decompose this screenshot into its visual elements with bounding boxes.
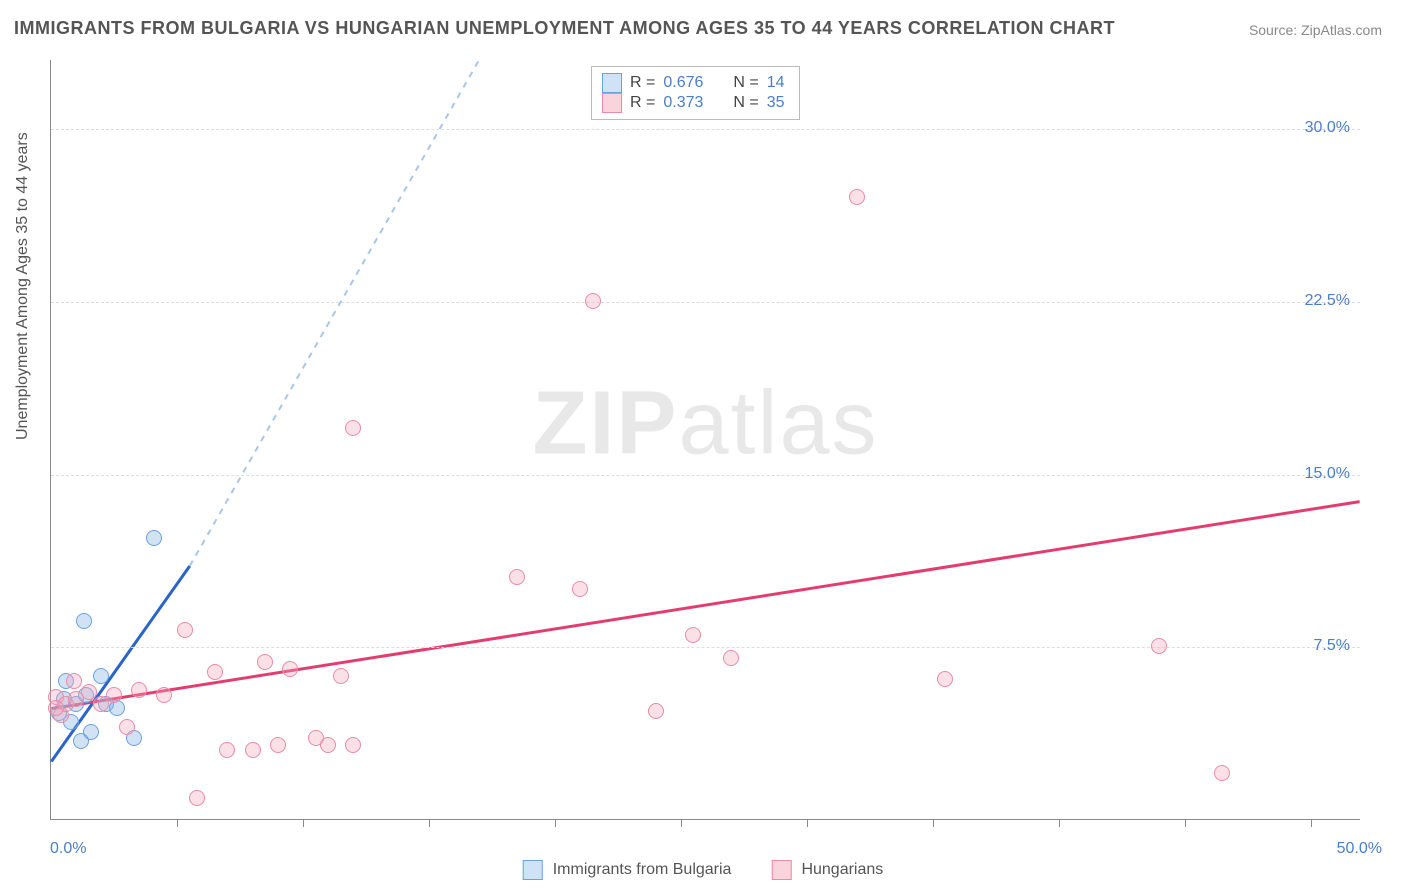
data-point bbox=[937, 671, 953, 687]
x-tick bbox=[177, 819, 178, 827]
data-point bbox=[146, 530, 162, 546]
data-point bbox=[83, 724, 99, 740]
legend-row: R = 0.373 N = 35 bbox=[602, 93, 785, 113]
data-point bbox=[131, 682, 147, 698]
data-point bbox=[685, 627, 701, 643]
data-point bbox=[93, 668, 109, 684]
data-point bbox=[207, 664, 223, 680]
r-label: R = bbox=[630, 94, 655, 112]
n-value: 35 bbox=[767, 94, 785, 112]
legend-swatch bbox=[771, 860, 791, 880]
legend-row: R = 0.676 N = 14 bbox=[602, 73, 785, 93]
y-tick-label: 7.5% bbox=[1314, 637, 1350, 655]
r-value: 0.373 bbox=[663, 94, 703, 112]
n-value: 14 bbox=[767, 74, 785, 92]
correlation-legend: R = 0.676 N = 14 R = 0.373 N = 35 bbox=[591, 66, 800, 120]
data-point bbox=[156, 687, 172, 703]
x-tick bbox=[681, 819, 682, 827]
data-point bbox=[1151, 638, 1167, 654]
data-point bbox=[270, 737, 286, 753]
data-point bbox=[585, 293, 601, 309]
gridline bbox=[51, 302, 1360, 303]
r-label: R = bbox=[630, 74, 655, 92]
trend-lines bbox=[51, 60, 1360, 819]
legend-swatch bbox=[602, 73, 622, 93]
data-point bbox=[177, 622, 193, 638]
x-tick bbox=[933, 819, 934, 827]
data-point bbox=[282, 661, 298, 677]
gridline bbox=[51, 129, 1360, 130]
data-point bbox=[320, 737, 336, 753]
y-tick-label: 30.0% bbox=[1305, 119, 1350, 137]
n-label: N = bbox=[733, 74, 758, 92]
data-point bbox=[345, 737, 361, 753]
y-tick-label: 15.0% bbox=[1305, 465, 1350, 483]
data-point bbox=[245, 742, 261, 758]
data-point bbox=[345, 420, 361, 436]
data-point bbox=[189, 790, 205, 806]
chart-title: IMMIGRANTS FROM BULGARIA VS HUNGARIAN UN… bbox=[14, 18, 1115, 39]
data-point bbox=[648, 703, 664, 719]
r-value: 0.676 bbox=[663, 74, 703, 92]
x-tick bbox=[429, 819, 430, 827]
data-point bbox=[257, 654, 273, 670]
x-axis-min-label: 0.0% bbox=[50, 840, 86, 858]
x-tick bbox=[1185, 819, 1186, 827]
series-legend: Immigrants from Bulgaria Hungarians bbox=[523, 860, 884, 880]
source-attribution: Source: ZipAtlas.com bbox=[1249, 22, 1382, 38]
data-point bbox=[849, 189, 865, 205]
watermark: ZIPatlas bbox=[532, 373, 878, 476]
x-axis-max-label: 50.0% bbox=[1337, 840, 1382, 858]
data-point bbox=[106, 687, 122, 703]
data-point bbox=[333, 668, 349, 684]
data-point bbox=[119, 719, 135, 735]
gridline bbox=[51, 475, 1360, 476]
data-point bbox=[723, 650, 739, 666]
plot-area: ZIPatlas R = 0.676 N = 14 R = 0.373 N = 35 7.5%… bbox=[50, 60, 1360, 820]
legend-swatch bbox=[523, 860, 543, 880]
x-tick bbox=[1059, 819, 1060, 827]
data-point bbox=[509, 569, 525, 585]
data-point bbox=[1214, 765, 1230, 781]
legend-swatch bbox=[602, 93, 622, 113]
data-point bbox=[76, 613, 92, 629]
data-point bbox=[66, 673, 82, 689]
chart-container: IMMIGRANTS FROM BULGARIA VS HUNGARIAN UN… bbox=[0, 0, 1406, 892]
x-tick bbox=[807, 819, 808, 827]
data-point bbox=[109, 700, 125, 716]
legend-label: Hungarians bbox=[801, 861, 883, 879]
data-point bbox=[572, 581, 588, 597]
legend-item: Immigrants from Bulgaria bbox=[523, 860, 732, 880]
data-point bbox=[48, 700, 64, 716]
y-axis-label: Unemployment Among Ages 35 to 44 years bbox=[14, 132, 32, 440]
x-tick bbox=[1311, 819, 1312, 827]
legend-item: Hungarians bbox=[771, 860, 883, 880]
x-tick bbox=[555, 819, 556, 827]
data-point bbox=[219, 742, 235, 758]
x-tick bbox=[303, 819, 304, 827]
y-tick-label: 22.5% bbox=[1305, 292, 1350, 310]
n-label: N = bbox=[733, 94, 758, 112]
legend-label: Immigrants from Bulgaria bbox=[553, 861, 732, 879]
data-point bbox=[68, 691, 84, 707]
